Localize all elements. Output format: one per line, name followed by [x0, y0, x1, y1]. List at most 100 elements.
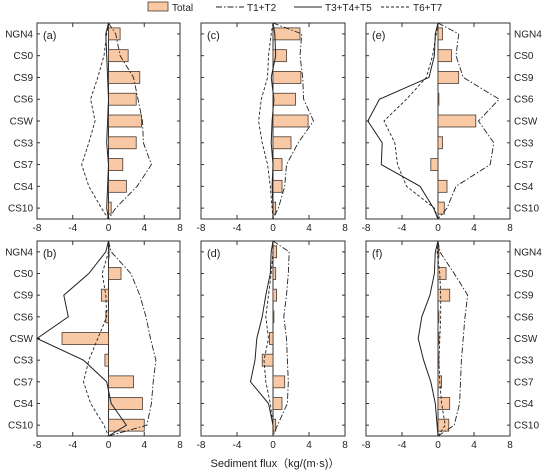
category-label: NGN4: [5, 247, 33, 258]
x-tick-label: 8: [507, 223, 513, 234]
line-t1-t2: [108, 240, 157, 437]
panel-a: -8 -4 0 4 8 NGN4 CS0 CS9 CS6 CSW CS3 CS7 CS4 CS10 (a): [5, 22, 183, 234]
panel-label: (b): [43, 248, 56, 260]
bar-total: [437, 92, 440, 106]
x-tick-label: -8: [362, 223, 371, 234]
category-label: CS10: [514, 421, 539, 432]
category-label: CSW: [10, 334, 34, 345]
bar-total: [437, 288, 451, 302]
panel-b: -8 -4 0 4 8 NGN4 CS0 CS9 CS6 CSW CS3 CS7 CS4 CS10 (b): [5, 240, 183, 451]
line-t3-t4-t5: [270, 22, 277, 219]
x-tick-label: 8: [177, 223, 183, 234]
bar-total: [437, 27, 443, 41]
line-t3-t4-t5: [417, 240, 439, 437]
bar-total: [104, 353, 109, 367]
category-label: CS6: [14, 312, 34, 323]
bar-total: [437, 114, 477, 128]
line-t1-t2: [272, 22, 315, 220]
bar-total: [108, 49, 129, 63]
bar-total: [437, 397, 451, 410]
line-t1-t2: [437, 22, 500, 220]
legend-swatch-total: [147, 1, 169, 12]
line-t3-t4-t5: [249, 240, 274, 436]
bar-total: [437, 267, 447, 280]
category-label: CS9: [14, 291, 34, 302]
bar-total: [272, 27, 301, 41]
bar-total: [272, 114, 309, 128]
line-t6-t7: [81, 22, 109, 220]
panel-label: (d): [207, 248, 220, 260]
category-label: CS4: [514, 182, 534, 193]
category-label: CSW: [514, 117, 538, 128]
x-tick-label: -4: [68, 223, 77, 234]
panel-c: -8 -4 0 4 8 (c): [197, 22, 348, 234]
category-label: CS0: [514, 269, 534, 280]
line-t3-t4-t5: [105, 22, 110, 220]
x-tick-label: 4: [306, 223, 312, 234]
x-tick-label: 4: [141, 440, 147, 451]
legend-label-t1t2: T1+T2: [247, 3, 277, 14]
line-t1-t2: [437, 240, 469, 437]
line-t3-t4-t5: [367, 22, 439, 220]
line-t3-t4-t5: [35, 240, 128, 437]
category-label: CS3: [514, 138, 534, 149]
category-label: CS10: [514, 204, 539, 215]
panel-d: -8 -4 0 4 8 (d): [197, 240, 348, 451]
x-tick-label: -8: [197, 440, 206, 451]
category-label: CS7: [514, 160, 534, 171]
category-label: CS7: [514, 377, 534, 388]
bar-total: [108, 136, 137, 150]
category-label: CS7: [14, 160, 34, 171]
category-label: CS0: [14, 269, 34, 280]
line-t6-t7: [436, 240, 446, 437]
x-tick-label: 0: [435, 223, 441, 234]
x-tick-label: 4: [141, 223, 147, 234]
x-tick-label: -4: [233, 440, 242, 451]
panel-label: (c): [207, 30, 220, 42]
category-label: CS9: [514, 73, 534, 84]
category-label: CS0: [14, 51, 34, 62]
x-tick-label: 8: [342, 440, 348, 451]
bar-total: [108, 375, 134, 389]
category-label: CS4: [514, 399, 534, 410]
category-label: CS6: [14, 95, 34, 106]
x-tick-label: 0: [106, 440, 112, 451]
bar-total: [105, 310, 109, 324]
x-tick-label: 4: [471, 440, 477, 451]
category-label: CSW: [10, 117, 34, 128]
x-tick-label: -8: [33, 440, 42, 451]
x-tick-label: 8: [507, 440, 513, 451]
x-tick-label: 0: [435, 440, 441, 451]
x-tick-label: 4: [306, 440, 312, 451]
bar-total: [100, 288, 109, 302]
x-tick-label: 8: [177, 440, 183, 451]
x-tick-label: -4: [398, 223, 407, 234]
bar-total: [437, 136, 443, 150]
legend-label-total: Total: [172, 3, 193, 14]
panel-e: -8 -4 0 4 8 NGN4 CS0 CS9 CS6 CSW CS3 CS7 CS4 CS10 (e): [362, 22, 542, 234]
bar-total: [437, 418, 450, 432]
bar-total: [272, 310, 275, 324]
bar-total: [437, 245, 440, 259]
bar-total: [261, 353, 274, 367]
bar-total: [272, 71, 302, 84]
bar-total: [272, 92, 296, 106]
bar-total: [272, 179, 283, 193]
category-label: CS3: [14, 138, 34, 149]
bar-total: [437, 353, 440, 367]
bar-total: [108, 114, 142, 128]
bar-total: [272, 397, 283, 410]
line-t6-t7: [383, 22, 439, 220]
bar-total: [272, 49, 287, 63]
panel-label: (a): [43, 30, 56, 42]
line-t6-t7: [263, 241, 274, 436]
x-tick-label: -4: [233, 223, 242, 234]
x-tick-label: -8: [33, 223, 42, 234]
category-label: CS4: [14, 399, 34, 410]
category-label: CS7: [14, 377, 34, 388]
bar-total: [108, 158, 124, 171]
category-label: CS9: [14, 73, 34, 84]
panel-label: (f): [372, 248, 382, 260]
x-tick-label: 8: [342, 223, 348, 234]
